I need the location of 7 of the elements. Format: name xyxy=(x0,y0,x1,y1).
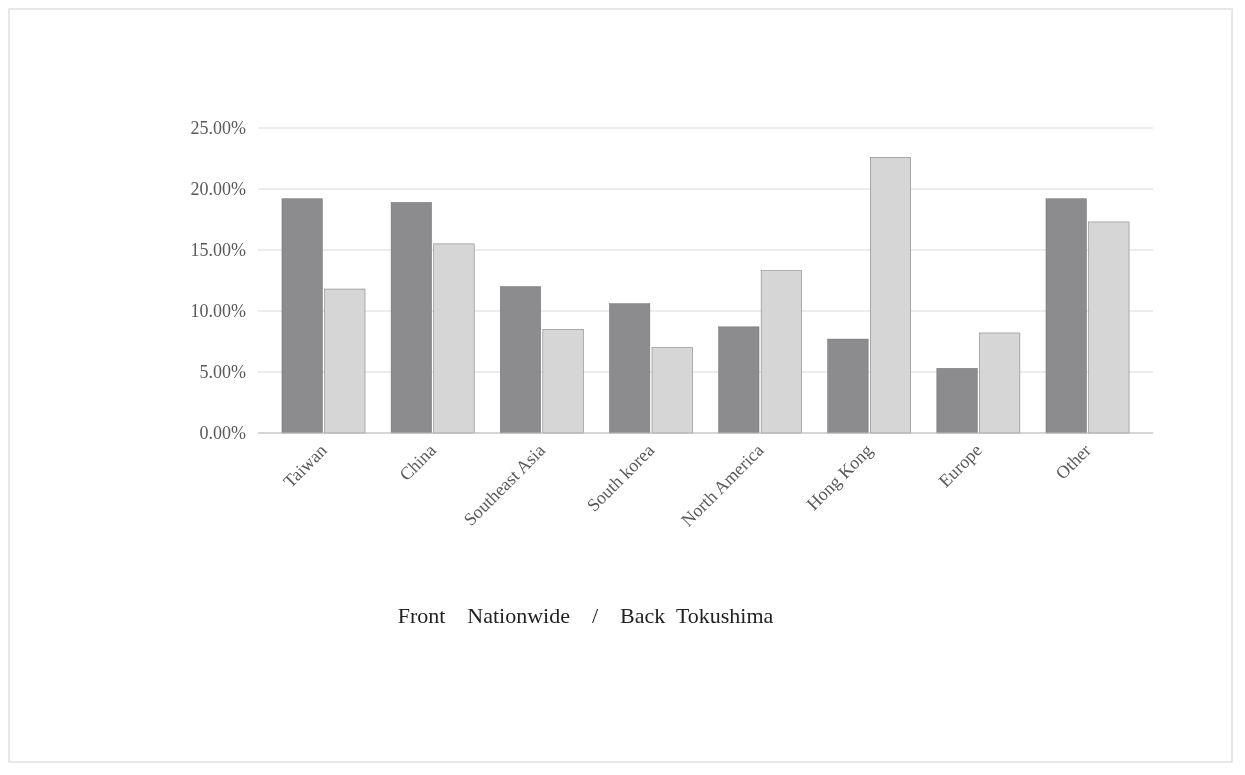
y-tick-label: 20.00% xyxy=(190,179,246,200)
y-tick-label: 0.00% xyxy=(199,423,246,444)
x-axis-title: Front Nationwide / Back Tokushima xyxy=(397,603,774,628)
y-tick-label: 5.00% xyxy=(199,362,246,383)
y-tick-label: 15.00% xyxy=(190,240,246,261)
y-tick-label: 10.00% xyxy=(190,301,246,322)
y-tick-label: 25.00% xyxy=(190,118,246,139)
